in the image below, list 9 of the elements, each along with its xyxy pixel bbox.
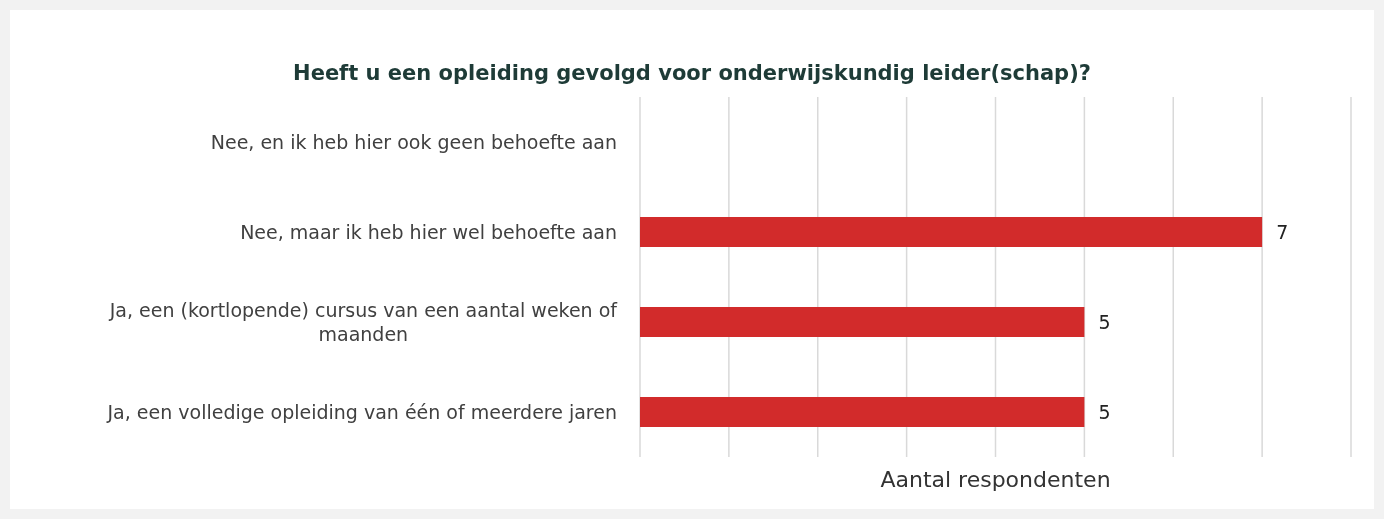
y-tick-label: Nee, en ik heb hier ook geen behoefte aan xyxy=(210,131,617,153)
data-label: 5 xyxy=(1098,401,1111,423)
y-tick-label: Ja, een volledige opleiding van één of meerdere jaren xyxy=(106,401,617,423)
data-label: 7 xyxy=(1276,221,1289,243)
chart-title: Heeft u een opleiding gevolgd voor onderwijskundig leider(schap)? xyxy=(293,61,1091,85)
y-tick-label: Ja, een (kortlopende) cursus van een aantal weken of maanden xyxy=(108,299,619,345)
y-tick-label: Nee, maar ik heb hier wel behoefte aan xyxy=(240,221,617,243)
data-label: 5 xyxy=(1098,311,1111,333)
x-axis-title: Aantal respondenten xyxy=(880,467,1111,492)
